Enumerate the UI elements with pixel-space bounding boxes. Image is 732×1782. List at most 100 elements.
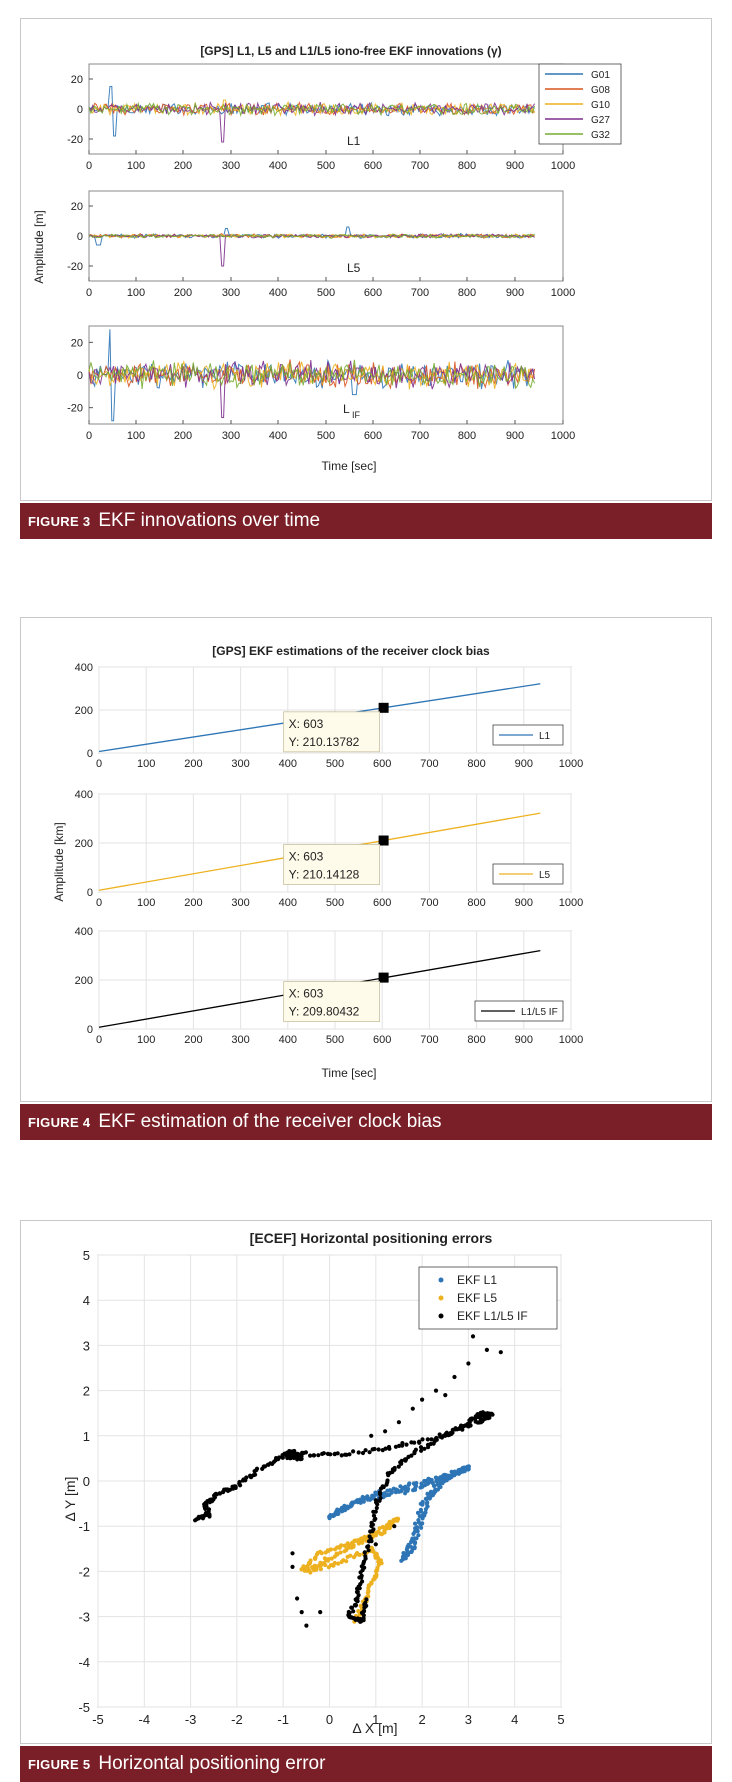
fig5-point-EKF-L1-L5-IF bbox=[362, 1550, 367, 1555]
fig4-panel-1-datatip-y: Y: 210.14128 bbox=[289, 868, 360, 882]
fig5-point-EKF-L1-L5-IF bbox=[378, 1492, 383, 1497]
fig4-panel-0-xtick-label: 300 bbox=[231, 758, 249, 770]
fig5-point-EKF-L1-L5-IF bbox=[366, 1539, 372, 1544]
fig4-panel-2-ytick-label: 0 bbox=[87, 1024, 93, 1036]
fig5-point-EKF-L1 bbox=[405, 1550, 410, 1555]
fig3-panel-0-series-G08 bbox=[88, 101, 535, 117]
fig4-panel-1-ytick-label: 200 bbox=[75, 838, 93, 850]
fig5-point-EKF-L1 bbox=[406, 1542, 411, 1547]
fig5-point-EKF-L1-L5-IF bbox=[308, 1453, 313, 1458]
fig5-xtick-label: 0 bbox=[326, 1712, 333, 1727]
fig5-legend-swatch-1 bbox=[438, 1295, 444, 1301]
fig4-panel-0-legend-label: L1 bbox=[539, 731, 551, 742]
fig5-point-outlier bbox=[433, 1388, 439, 1393]
fig3-panel-0-xtick-label: 600 bbox=[364, 160, 382, 172]
fig5-point-EKF-L1-L5-IF bbox=[347, 1452, 352, 1457]
fig5-ytick-label: 1 bbox=[83, 1429, 90, 1444]
fig4-panel-2-xtick-label: 700 bbox=[420, 1034, 438, 1046]
fig5-point-outlier bbox=[396, 1420, 401, 1425]
fig5-point-EKF-L5 bbox=[344, 1559, 349, 1564]
fig5-point-EKF-L5 bbox=[374, 1569, 379, 1574]
fig3-panel-1-xtick-label: 700 bbox=[411, 287, 429, 299]
fig3-panel-1-xtick-label: 100 bbox=[127, 287, 145, 299]
fig3-panel-1-xtick-label: 1000 bbox=[551, 287, 575, 299]
fig4-panel-1-xtick-label: 200 bbox=[184, 897, 202, 909]
fig5-point-EKF-L1 bbox=[414, 1525, 419, 1530]
fig4-panel-1-xtick-label: 800 bbox=[467, 897, 485, 909]
fig5-point-outlier bbox=[369, 1433, 374, 1438]
fig5-xtick-label: -2 bbox=[231, 1712, 243, 1727]
fig5-point-EKF-L1 bbox=[412, 1541, 417, 1546]
fig5-point-EKF-L1-L5-IF bbox=[420, 1437, 425, 1442]
fig5-point-outlier bbox=[383, 1429, 388, 1434]
fig5-point-EKF-L1 bbox=[462, 1466, 467, 1471]
fig5-point-EKF-L1-L5-IF bbox=[358, 1570, 363, 1575]
fig4-panel-0-ytick-label: 200 bbox=[75, 705, 93, 717]
fig3-panel-2-xtick-label: 800 bbox=[458, 430, 476, 442]
fig5-point-EKF-L5 bbox=[332, 1560, 337, 1566]
fig3-panel-1-xtick-label: 300 bbox=[222, 287, 240, 299]
fig5-point-EKF-L1 bbox=[423, 1507, 428, 1512]
fig3-panel-0-label: L1 bbox=[347, 134, 361, 148]
fig4-panel-2-ytick-label: 400 bbox=[75, 926, 93, 938]
fig5-point-outlier bbox=[410, 1406, 415, 1411]
fig3-panel-2-ytick-label: 0 bbox=[77, 370, 83, 382]
fig4-panel-2-xtick-label: 100 bbox=[137, 1034, 155, 1046]
fig5-point-EKF-L1-L5-IF bbox=[438, 1434, 443, 1439]
fig5-point-EKF-L5 bbox=[339, 1543, 344, 1548]
fig5-point-EKF-L1-L5-IF bbox=[422, 1446, 427, 1451]
fig5-point-EKF-L1-L5-IF bbox=[443, 1431, 448, 1437]
fig5-point-EKF-L1 bbox=[338, 1507, 343, 1513]
fig5-point-EKF-L1 bbox=[419, 1481, 424, 1486]
fig5-point-EKF-L1-L5-IF bbox=[457, 1425, 462, 1431]
fig4-panel-0-xtick-label: 0 bbox=[96, 758, 102, 770]
fig5-ytick-label: -5 bbox=[78, 1700, 90, 1715]
fig5-point-EKF-L1-L5-IF bbox=[375, 1502, 380, 1507]
fig3-panel-2-series-G32 bbox=[88, 359, 536, 390]
fig5-point-EKF-L1 bbox=[428, 1489, 433, 1494]
fig4-panel-2-datatip-marker bbox=[378, 972, 389, 983]
fig5-ytick-label: 0 bbox=[83, 1474, 90, 1489]
fig5-point-EKF-L1-L5-IF bbox=[339, 1453, 344, 1458]
figure-5-caption: FIGURE 5 Horizontal positioning error bbox=[20, 1746, 712, 1782]
fig5-point-EKF-L1-L5-IF bbox=[248, 1473, 253, 1478]
fig5-point-EKF-L1-L5-IF bbox=[321, 1451, 326, 1456]
fig5-point-EKF-L5 bbox=[332, 1554, 337, 1559]
fig5-point-EKF-L1 bbox=[370, 1495, 375, 1500]
fig3-panel-0-xtick-label: 800 bbox=[458, 160, 476, 172]
fig4-panel-1-ytick-label: 0 bbox=[87, 887, 93, 899]
fig4-panel-0-xtick-label: 900 bbox=[515, 758, 533, 770]
fig4-panel-1-datatip-x: X: 603 bbox=[289, 850, 324, 864]
fig3-panel-0-xtick-label: 100 bbox=[127, 160, 145, 172]
fig5-point-EKF-L1-L5-IF bbox=[254, 1466, 260, 1471]
fig4-panel-1-xtick-label: 1000 bbox=[559, 897, 583, 909]
fig3-legend-label-G08: G08 bbox=[591, 85, 610, 96]
fig5-point-outlier bbox=[290, 1564, 295, 1569]
fig4-panel-2-xtick-label: 0 bbox=[96, 1034, 102, 1046]
fig4-panel-0-xtick-label: 400 bbox=[279, 758, 297, 770]
fig3-panel-1-xtick-label: 400 bbox=[269, 287, 287, 299]
fig3-panel-2-xtick-label: 400 bbox=[269, 430, 287, 442]
fig5-xtick-label: 3 bbox=[465, 1712, 472, 1727]
fig3-panel-2-xtick-label: 200 bbox=[174, 430, 192, 442]
fig3-panel-0-xtick-label: 0 bbox=[86, 160, 92, 172]
fig3-panel-0-ytick-label: 20 bbox=[71, 74, 83, 86]
fig5-point-EKF-L5 bbox=[308, 1558, 313, 1563]
fig3-panel-0-xtick-label: 1000 bbox=[551, 160, 575, 172]
fig5-point-EKF-L5 bbox=[328, 1547, 334, 1552]
fig3-panel-2-label-sub: IF bbox=[352, 410, 361, 420]
fig3-legend-label-G27: G27 bbox=[591, 115, 610, 126]
fig3-panel-2-xtick-label: 100 bbox=[127, 430, 145, 442]
fig5-point-EKF-L5 bbox=[323, 1557, 329, 1562]
fig3-legend-label-G01: G01 bbox=[591, 70, 610, 81]
fig5-ytick-label: -4 bbox=[78, 1655, 90, 1670]
fig3-panel-2-label: L bbox=[343, 402, 350, 416]
fig5-point-EKF-L1-L5-IF bbox=[393, 1444, 398, 1449]
fig5-point-EKF-L1 bbox=[422, 1511, 427, 1516]
fig5-xtick-label: -1 bbox=[277, 1712, 289, 1727]
fig4-panel-1-xtick-label: 600 bbox=[373, 897, 391, 909]
fig5-point-EKF-L1-L5-IF bbox=[316, 1453, 321, 1458]
fig4-chart: [GPS] EKF estimations of the receiver cl… bbox=[52, 644, 583, 1080]
fig3-panel-0-xtick-label: 900 bbox=[506, 160, 524, 172]
fig3-legend-label-G32: G32 bbox=[591, 130, 610, 141]
